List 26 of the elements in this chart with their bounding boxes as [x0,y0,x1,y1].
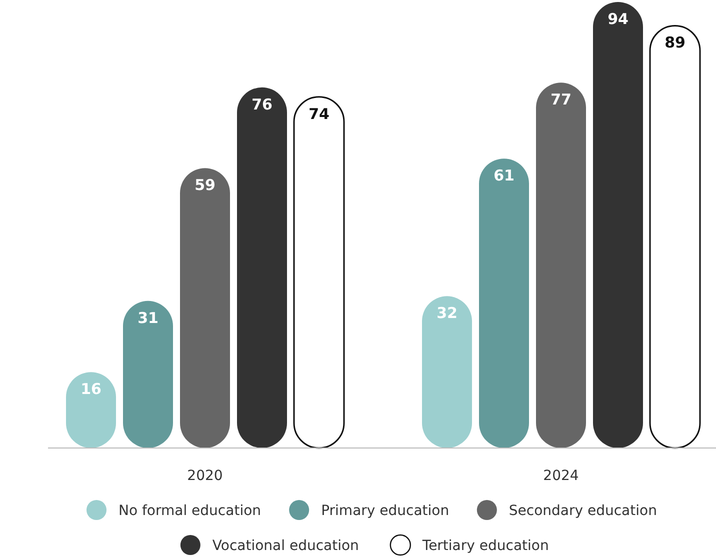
data-label: 76 [252,95,272,114]
data-label: 74 [308,104,330,123]
data-label: 89 [664,34,686,52]
legend-label: No formal education [118,503,262,519]
data-label: 61 [494,166,514,185]
legend-label: Secondary education [508,503,657,519]
bar [479,158,529,448]
data-label: 94 [608,10,628,28]
bar [293,96,345,449]
bar [593,2,643,448]
data-label: 77 [550,90,572,109]
legend-label: Primary education [321,503,450,519]
bar [422,296,472,448]
bar [237,87,287,448]
x-tick-label: 2020 [187,468,223,484]
data-label: 59 [194,176,216,194]
bar [180,168,230,448]
bar [536,82,586,448]
data-label: 32 [436,304,458,322]
data-label: 31 [138,308,158,327]
legend-label: Vocational education [212,538,359,554]
x-tick-label: 2024 [543,468,579,484]
data-label: 16 [80,380,102,398]
bar [649,24,701,449]
legend-label: Tertiary education [421,538,549,554]
bar [123,300,173,448]
